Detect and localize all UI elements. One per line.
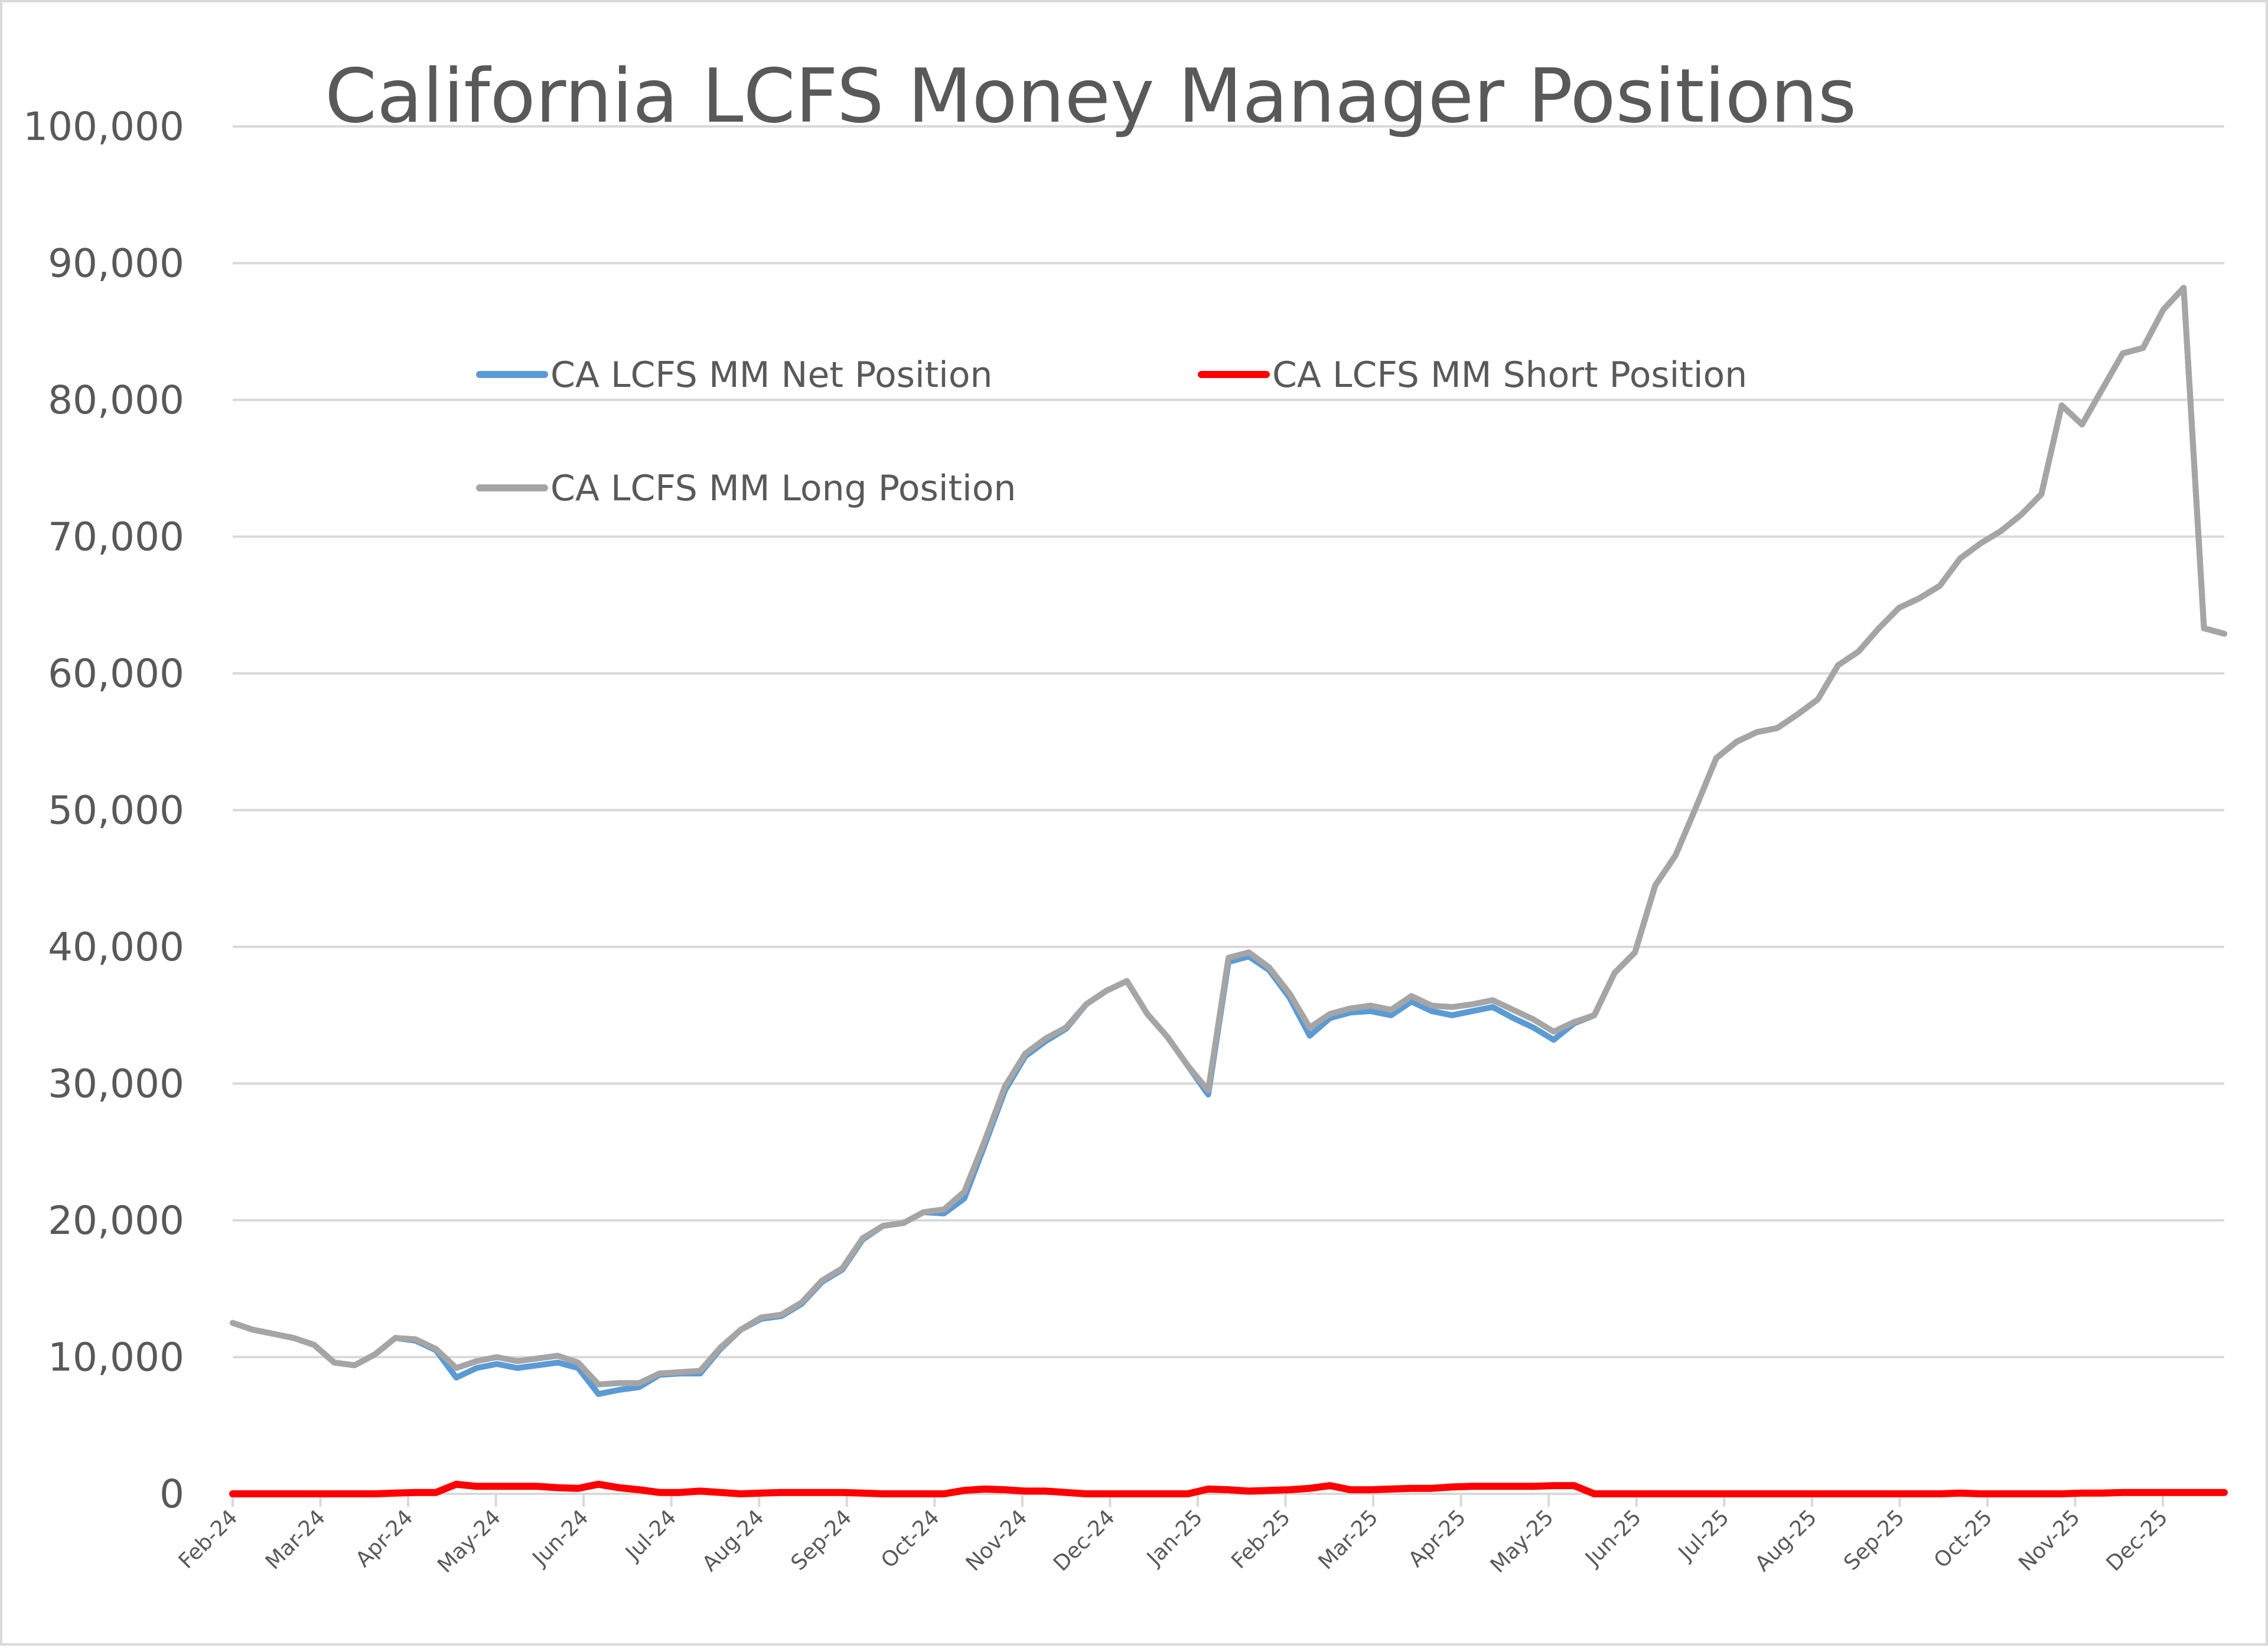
x-tick-label: Mar-24	[261, 1505, 330, 1574]
x-tick-label: Jun-24	[527, 1505, 594, 1571]
x-tick-label: Aug-24	[698, 1505, 768, 1576]
x-tick-label: Oct-24	[876, 1505, 944, 1573]
legend-label: CA LCFS MM Long Position	[550, 468, 1016, 509]
x-tick-label: Mar-25	[1314, 1505, 1383, 1574]
x-tick-label: Nov-24	[962, 1505, 1032, 1576]
y-tick-label: 80,000	[48, 377, 184, 423]
y-tick-label: 100,000	[23, 104, 184, 149]
y-tick-label: 50,000	[48, 788, 184, 833]
y-tick-label: 60,000	[48, 651, 184, 696]
x-tick-label: Jan-25	[1142, 1505, 1207, 1571]
x-tick-label: Oct-25	[1930, 1505, 1997, 1573]
x-tick-label: Aug-25	[1751, 1505, 1821, 1576]
y-tick-label: 10,000	[48, 1335, 184, 1380]
x-tick-label: Dec-24	[1049, 1505, 1120, 1576]
x-tick-label: Apr-24	[351, 1505, 418, 1572]
x-tick-label: Apr-25	[1404, 1505, 1471, 1572]
y-tick-label: 30,000	[48, 1061, 184, 1107]
x-tick-label: Dec-25	[2102, 1505, 2173, 1576]
chart-title: California LCFS Money Manager Positions	[325, 53, 1856, 139]
x-tick-label: May-24	[433, 1505, 506, 1578]
y-tick-label: 20,000	[48, 1198, 184, 1243]
series-line-2	[229, 1480, 2228, 1497]
y-axis: 0 10,000 20,000 30,000 40,000 50,000 60,000 70,…	[23, 104, 184, 1517]
y-tick-label: 40,000	[48, 924, 184, 970]
x-tick-label: Feb-25	[1227, 1505, 1295, 1574]
x-tick-label: Jul-25	[1673, 1505, 1734, 1566]
x-tick-label: Jun-25	[1580, 1505, 1646, 1571]
legend-label: CA LCFS MM Short Position	[1272, 354, 1747, 396]
x-tick-label: May-25	[1486, 1505, 1559, 1578]
y-tick-label: 90,000	[48, 241, 184, 286]
series-lines	[229, 285, 2228, 1497]
y-tick-label: 70,000	[48, 514, 184, 560]
y-tick-label: 0	[159, 1471, 184, 1517]
x-tick-label: Sep-24	[787, 1505, 857, 1575]
legend-label: CA LCFS MM Net Position	[550, 354, 993, 396]
gridlines	[233, 125, 2224, 1359]
x-tick-label: Sep-25	[1839, 1505, 1909, 1575]
series-line-1	[230, 285, 2227, 1397]
x-tick-label: Feb-24	[174, 1505, 243, 1574]
x-tick-label: Jul-24	[620, 1505, 681, 1566]
x-axis: Feb-24 Mar-24 Apr-24 May-24 Jun-24 Jul-24 Aug-…	[174, 1493, 2224, 1578]
x-tick-label: Nov-25	[2014, 1505, 2085, 1576]
series-line-3	[230, 285, 2227, 1388]
legend: CA LCFS MM Net Position CA LCFS MM Short …	[476, 354, 1747, 509]
